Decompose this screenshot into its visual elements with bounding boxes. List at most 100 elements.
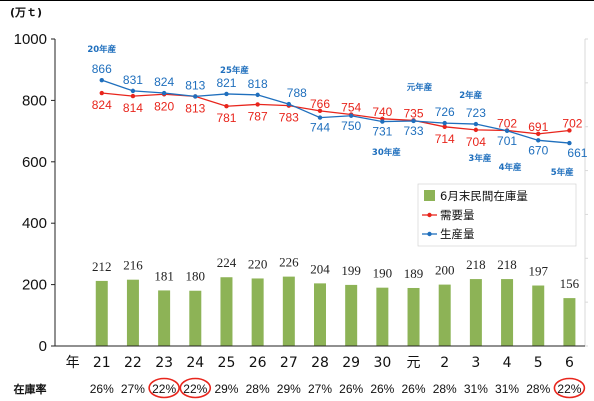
x-axis-group: 年 21 22 23 24 25 26 27 28 29 30 元 2 3 4 5 6: [55, 345, 585, 371]
x-tick-label: 元: [407, 355, 421, 371]
bar-value-label: 224: [217, 255, 237, 270]
bar-value-label: 199: [341, 263, 361, 278]
x-tick-label: 4: [503, 355, 512, 371]
demand-value-label: 820: [154, 99, 174, 113]
top-border-line: [0, 0, 594, 1]
inventory-rate-value: 26%: [370, 382, 394, 396]
production-point: [193, 94, 198, 99]
bar: [158, 290, 171, 346]
x-tick-label: 25: [218, 355, 236, 371]
bar: [251, 278, 264, 346]
production-point: [286, 101, 292, 107]
x-tick-label: 5: [534, 355, 543, 371]
inventory-rate-value: 28%: [433, 382, 457, 396]
inventory-rate-value: 28%: [246, 382, 270, 396]
x-tick-label: 6: [565, 355, 574, 371]
x-tick-label: 22: [124, 355, 142, 371]
inventory-rate-value: 26%: [402, 382, 426, 396]
demand-value-label: 824: [92, 98, 112, 112]
bar: [314, 283, 326, 346]
crop-year-annotation: 元年産: [407, 82, 433, 93]
demand-point: [536, 131, 541, 137]
production-value-label: 821: [216, 76, 236, 90]
rate-row-group: 在庫率 26% 27% 22% 22% 29% 28% 29% 27% 26% 26% 26% 28% 3…: [14, 377, 586, 399]
bar: [532, 285, 545, 346]
inventory-rate-value: 27%: [308, 382, 332, 396]
bar-value-label: 220: [248, 256, 268, 271]
x-tick-label: 29: [342, 355, 360, 371]
crop-year-annotation: 2年産: [459, 90, 482, 101]
production-value-label: 831: [123, 73, 143, 87]
inventory-rate-value: 22%: [152, 382, 176, 396]
inventory-rate-value: 27%: [121, 382, 145, 396]
demand-value-label: 766: [310, 97, 330, 111]
inventory-rate-value: 29%: [277, 382, 301, 396]
x-tick-label: 3: [471, 355, 480, 371]
production-value-label: 866: [92, 62, 112, 76]
production-point: [161, 90, 167, 96]
production-point: [567, 140, 572, 146]
bar-value-label: 197: [528, 264, 548, 279]
y-tick-label: 200: [22, 277, 47, 294]
inventory-rate-label: 在庫率: [14, 382, 47, 396]
bar: [501, 279, 514, 346]
demand-value-label: 704: [466, 135, 486, 149]
production-point: [99, 77, 104, 83]
demand-point: [224, 104, 229, 109]
production-value-label: 731: [372, 125, 392, 139]
demand-value-label: 814: [123, 101, 143, 115]
bar-value-label: 200: [435, 263, 455, 278]
production-point: [536, 138, 541, 143]
legend-label: 需要量: [440, 208, 475, 222]
axes-group: 0 200 400 600 800 1000 (万ｔ): [10, 6, 588, 355]
production-point: [504, 128, 510, 133]
production-value-label: 733: [404, 124, 424, 138]
demand-point: [442, 124, 447, 130]
bar: [438, 284, 451, 346]
production-point: [255, 92, 260, 98]
bars-group: 212 216 181 180 224 220 226 204 199 190 189 200 218 2…: [92, 255, 580, 346]
demand-point: [317, 108, 323, 114]
production-point: [130, 88, 136, 94]
bar: [376, 287, 389, 346]
production-value-label: 824: [154, 75, 174, 89]
demand-point: [255, 102, 260, 107]
inventory-rate-value: 26%: [90, 382, 114, 396]
inventory-rate-value: 31%: [464, 382, 488, 396]
production-value-label: 726: [435, 105, 455, 119]
rate-highlight-circle: [148, 377, 180, 399]
y-tick-label: 800: [22, 92, 47, 109]
rate-highlight-circle: [179, 377, 212, 399]
legend-box: [417, 183, 577, 247]
production-point: [224, 91, 229, 97]
x-tick-label: 26: [249, 355, 267, 371]
demand-value-label: 714: [435, 132, 455, 146]
bar: [563, 298, 576, 346]
bar-value-label: 216: [123, 258, 143, 273]
bar-value-label: 180: [186, 269, 206, 284]
demand-value-label: 783: [279, 111, 299, 125]
production-point: [380, 119, 385, 124]
bar: [95, 280, 108, 346]
bar-value-label: 226: [279, 255, 299, 270]
x-tick-label: 30: [373, 355, 391, 371]
crop-year-annotation: 5年産: [551, 167, 574, 178]
demand-value-label: 702: [562, 116, 582, 130]
demand-value-label: 781: [216, 111, 236, 125]
demand-value-label: 740: [372, 105, 392, 119]
demand-value-label: 735: [404, 106, 424, 120]
bar: [189, 290, 202, 346]
demand-value-label: 691: [528, 120, 548, 134]
crop-year-annotation: 25年産: [220, 65, 249, 76]
x-axis-prefix: 年: [66, 355, 80, 371]
bar-value-label: 181: [154, 268, 174, 283]
demand-point: [567, 128, 572, 133]
crop-year-annotation: 20年産: [87, 44, 116, 55]
bar: [126, 279, 139, 346]
labels-group: 824 814 820 813 781 787 783 766 754 740 735 714 704 7…: [87, 44, 587, 178]
demand-value-label: 702: [497, 116, 517, 130]
crop-year-annotation: 30年産: [372, 147, 401, 158]
demand-point: [130, 93, 136, 99]
production-value-label: 661: [567, 146, 587, 160]
